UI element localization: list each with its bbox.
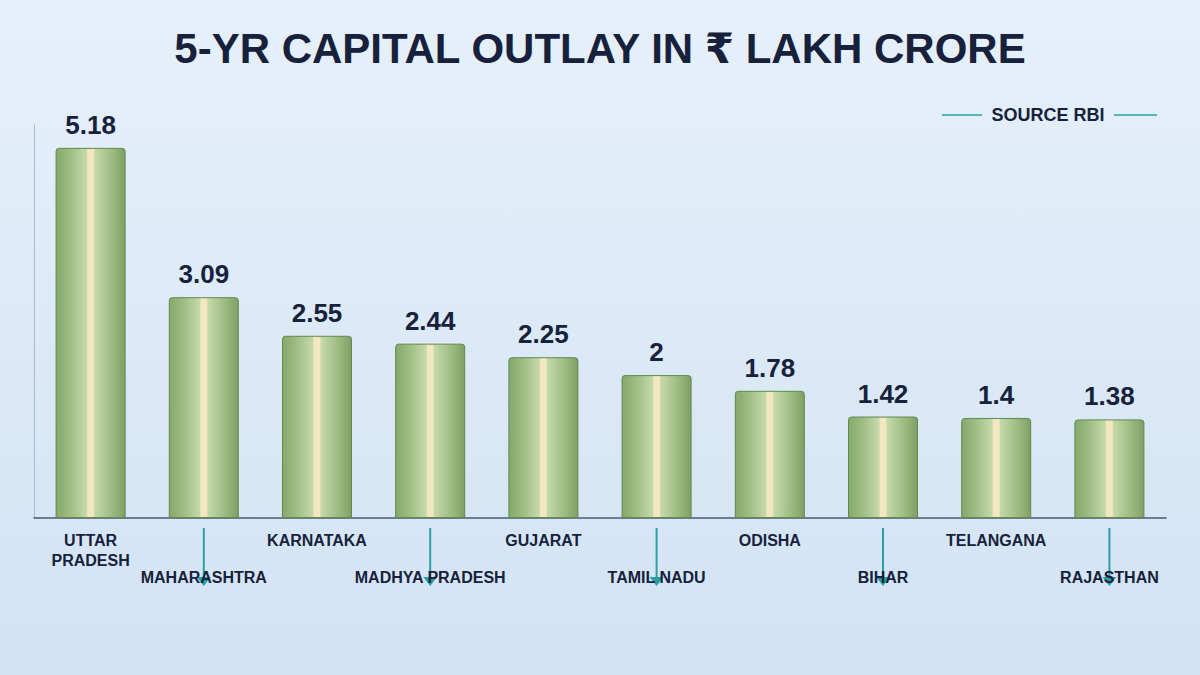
svg-text:2.55: 2.55 [292,298,343,328]
svg-text:TAMIL NADU: TAMIL NADU [608,569,706,586]
svg-text:BIHAR: BIHAR [858,569,909,586]
svg-text:5-YR CAPITAL OUTLAY IN ₹ LAKH: 5-YR CAPITAL OUTLAY IN ₹ LAKH CRORE [174,25,1025,72]
svg-text:SOURCE RBI: SOURCE RBI [991,105,1104,125]
svg-text:1.38: 1.38 [1084,381,1135,411]
svg-text:2: 2 [649,337,663,367]
svg-text:1.42: 1.42 [858,379,909,409]
svg-text:PRADESH: PRADESH [51,552,129,569]
svg-text:TELANGANA: TELANGANA [946,532,1047,549]
svg-text:2.25: 2.25 [518,319,569,349]
svg-text:3.09: 3.09 [178,259,229,289]
svg-text:1.78: 1.78 [744,353,795,383]
svg-text:MAHARASHTRA: MAHARASHTRA [141,569,268,586]
svg-text:1.4: 1.4 [978,380,1015,410]
svg-text:KARNATAKA: KARNATAKA [267,532,367,549]
svg-text:UTTAR: UTTAR [64,532,117,549]
svg-text:2.44: 2.44 [405,306,456,336]
svg-text:5.18: 5.18 [65,110,116,140]
svg-text:ODISHA: ODISHA [739,532,802,549]
svg-text:RAJASTHAN: RAJASTHAN [1060,569,1159,586]
svg-text:MADHYA PRADESH: MADHYA PRADESH [355,569,506,586]
svg-text:GUJARAT: GUJARAT [505,532,581,549]
